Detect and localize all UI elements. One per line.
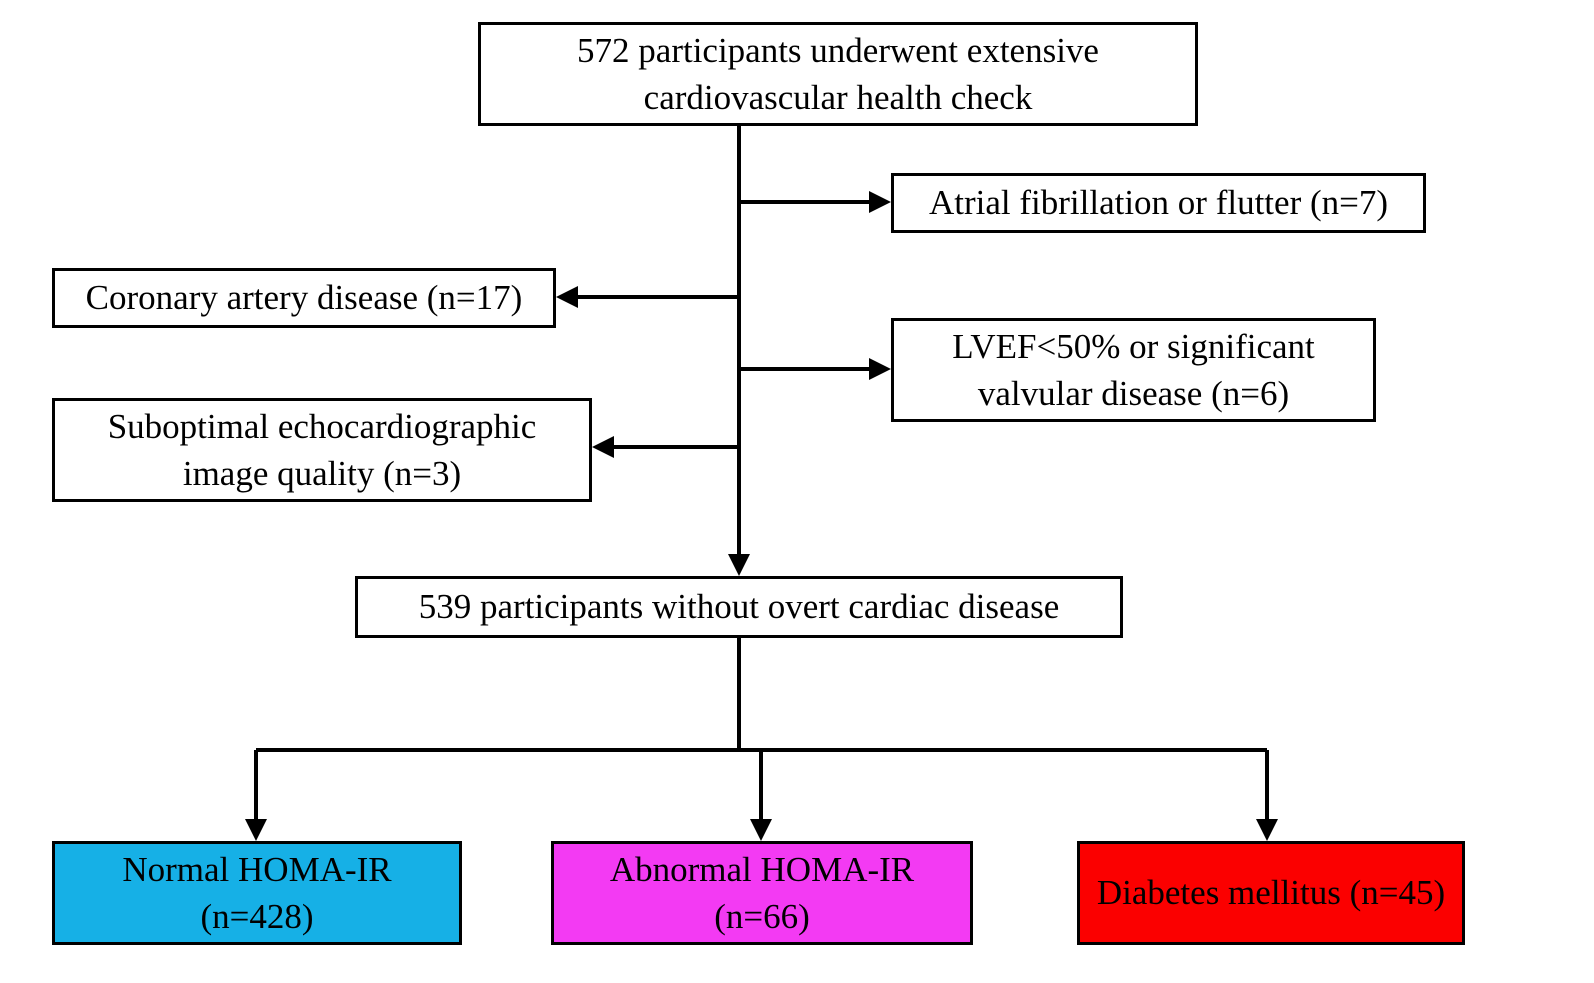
- node-afib-label: Atrial fibrillation or flutter (n=7): [929, 179, 1388, 226]
- node-lvef-label: LVEF<50% or significant valvular disease…: [908, 323, 1359, 418]
- node-cad: Coronary artery disease (n=17): [52, 268, 556, 328]
- node-normal-label: Normal HOMA-IR (n=428): [69, 846, 445, 941]
- node-afib: Atrial fibrillation or flutter (n=7): [891, 173, 1426, 233]
- node-cad-label: Coronary artery disease (n=17): [86, 274, 523, 321]
- flowchart-canvas: 572 participants underwent extensive car…: [10, 10, 1594, 973]
- node-without: 539 participants without overt cardiac d…: [355, 576, 1123, 638]
- node-diabetes-label: Diabetes mellitus (n=45): [1097, 869, 1445, 916]
- node-abnormal: Abnormal HOMA-IR (n=66): [551, 841, 973, 945]
- node-subopt-label: Suboptimal echocardiographic image quali…: [69, 403, 575, 498]
- node-top-label: 572 participants underwent extensive car…: [495, 27, 1181, 122]
- node-lvef: LVEF<50% or significant valvular disease…: [891, 318, 1376, 422]
- node-top: 572 participants underwent extensive car…: [478, 22, 1198, 126]
- node-normal: Normal HOMA-IR (n=428): [52, 841, 462, 945]
- node-subopt: Suboptimal echocardiographic image quali…: [52, 398, 592, 502]
- node-abnormal-label: Abnormal HOMA-IR (n=66): [568, 846, 956, 941]
- node-without-label: 539 participants without overt cardiac d…: [419, 583, 1059, 630]
- node-diabetes: Diabetes mellitus (n=45): [1077, 841, 1465, 945]
